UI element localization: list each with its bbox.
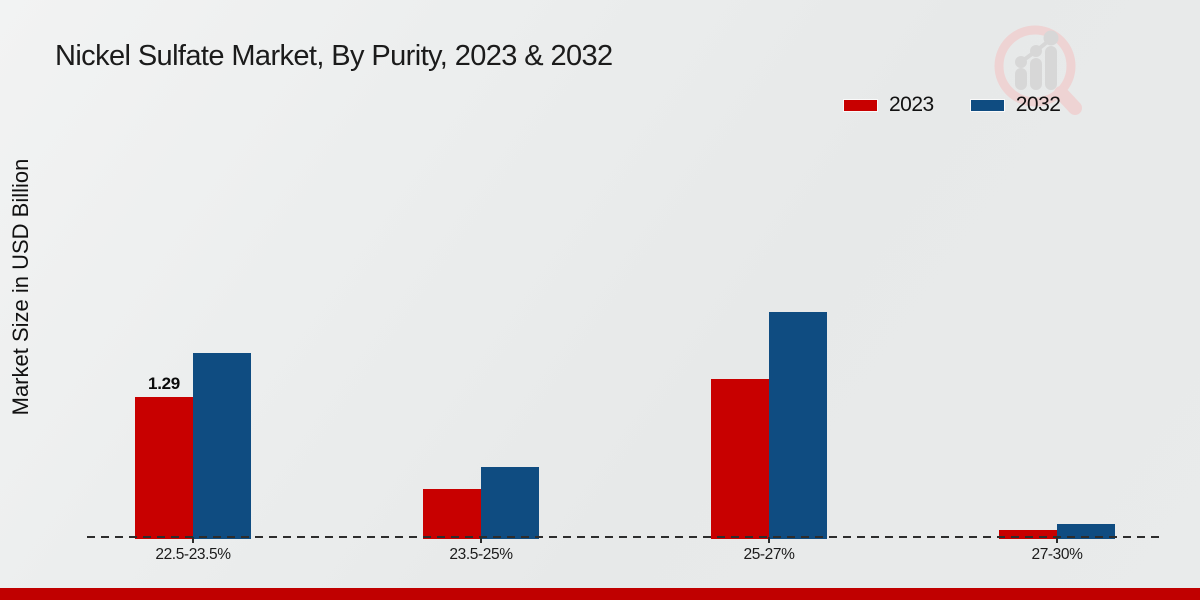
bar-2032-25-27%	[769, 312, 827, 539]
x-tick-label-25-27%: 25-27%	[743, 546, 795, 563]
footer-red-strip	[0, 588, 1200, 600]
bar-2023-22.5-23.5%	[135, 397, 193, 539]
legend: 2023 2032	[843, 93, 1061, 117]
legend-swatch-2032	[969, 98, 1005, 112]
x-tick-label-23.5-25%: 23.5-25%	[449, 546, 513, 563]
x-axis-line	[87, 536, 1162, 538]
x-tick-label-22.5-23.5%: 22.5-23.5%	[155, 546, 231, 563]
legend-item-2023: 2023	[843, 93, 934, 117]
legend-label-2032: 2032	[1015, 93, 1061, 116]
bar-2032-27-30%	[1057, 524, 1115, 539]
x-tick-label-27-30%: 27-30%	[1031, 546, 1083, 563]
x-tick-mark-27-30%	[1056, 537, 1058, 543]
bar-2023-25-27%	[711, 379, 769, 539]
data-label-2023-22.5-23.5%: 1.29	[148, 374, 180, 393]
legend-swatch-2023	[843, 98, 878, 112]
x-tick-mark-22.5-23.5%	[192, 537, 194, 543]
bar-2032-22.5-23.5%	[193, 353, 251, 539]
bar-2023-27-30%	[999, 530, 1057, 539]
magnifier-bar-chart-logo-icon	[994, 25, 1082, 115]
chart-title: Nickel Sulfate Market, By Purity, 2023 &…	[55, 40, 613, 72]
bar-2032-23.5-25%	[481, 467, 539, 539]
bar-2023-23.5-25%	[423, 489, 481, 539]
legend-label-2023: 2023	[889, 93, 934, 116]
legend-item-2032: 2032	[969, 93, 1061, 117]
x-tick-mark-23.5-25%	[480, 537, 482, 543]
x-tick-mark-25-27%	[768, 537, 770, 543]
